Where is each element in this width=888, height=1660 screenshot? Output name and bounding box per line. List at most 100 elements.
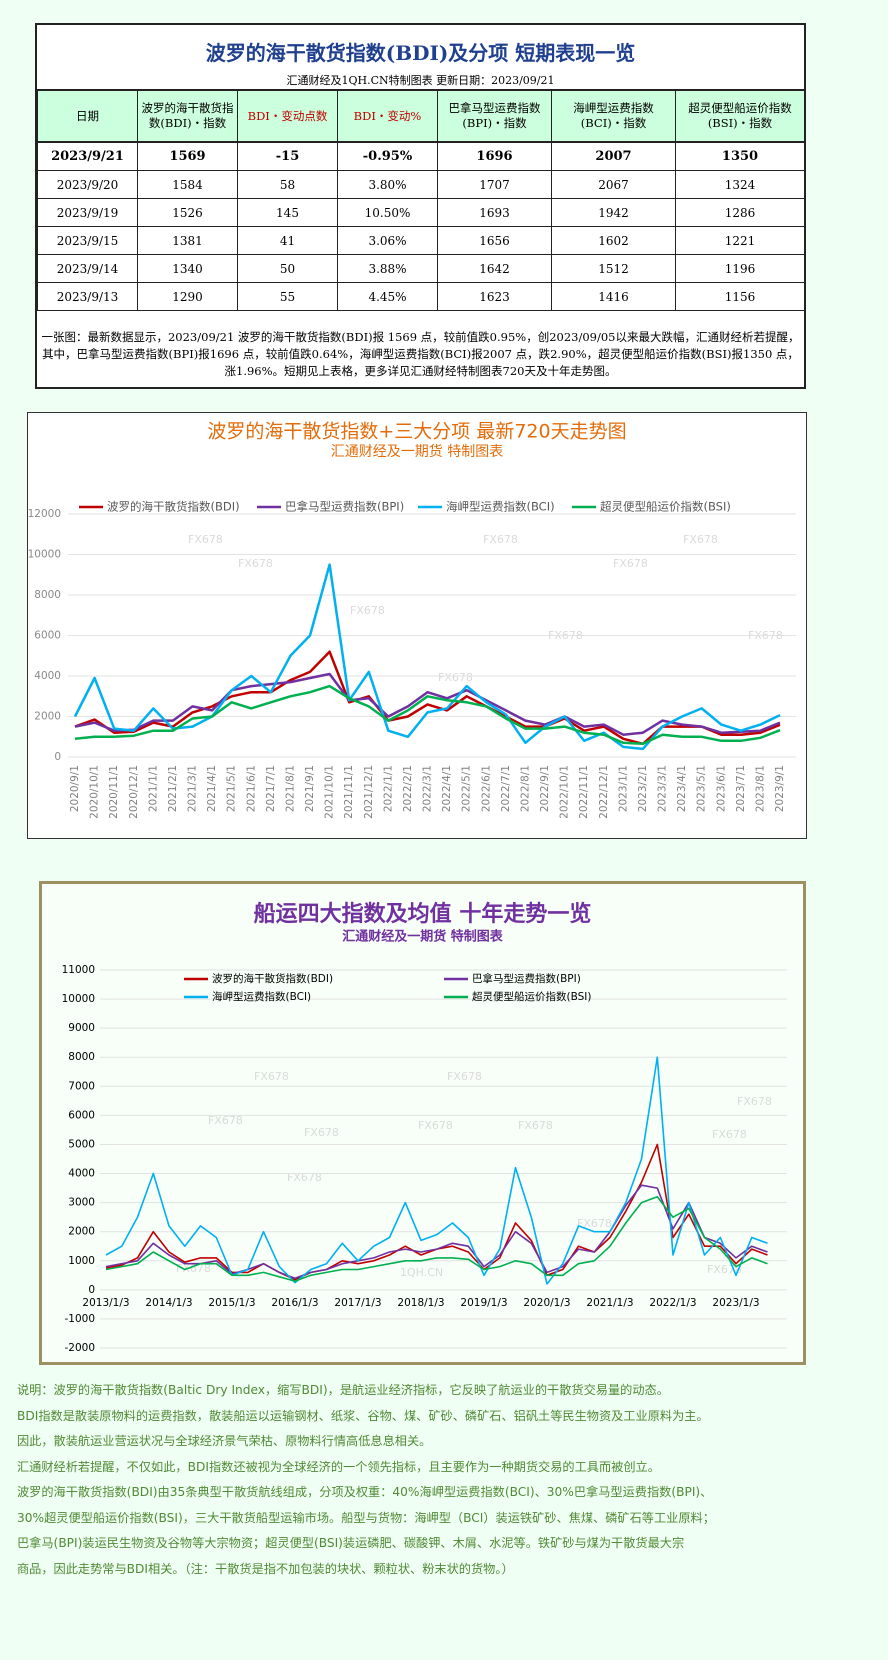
column-header: 波罗的海干散货指数(BDI)・指数: [137, 90, 238, 143]
x-tick-label: 2022/4/1: [441, 765, 453, 812]
y-tick-label: 4000: [34, 670, 61, 682]
series-line: [105, 1056, 768, 1285]
watermark: FX678: [238, 557, 273, 570]
table-row: 2023/9/20 1584 58 3.80% 1707 2067 1324: [37, 170, 805, 199]
x-tick-label: 2021/7/1: [265, 765, 277, 812]
x-tick-label: 2022/12/1: [598, 765, 610, 819]
y-tick-label: 3000: [68, 1197, 95, 1209]
table-cell: 4.45%: [337, 282, 438, 311]
table-cell: 2023/9/14: [37, 254, 138, 283]
x-tick-label: 2022/6/1: [480, 765, 492, 812]
y-tick-label: 5000: [68, 1138, 95, 1150]
table-subtitle: 汇通财经及1QH.CN特制图表 更新日期：2023/09/21: [286, 74, 555, 87]
x-tick-label: 2020/12/1: [128, 765, 140, 819]
x-tick-label: 2018/1/3: [397, 1297, 444, 1309]
table-cell: 3.80%: [337, 170, 438, 199]
table-cell: 58: [237, 170, 338, 199]
x-tick-label: 2017/1/3: [334, 1297, 381, 1309]
x-tick-label: 2020/1/3: [523, 1297, 570, 1309]
table-cell: 55: [237, 282, 338, 311]
x-tick-label: 2015/1/3: [208, 1297, 255, 1309]
footer-line: BDI指数是散装原物料的运费指数，散装船运以运输钢材、纸浆、谷物、煤、矿砂、磷矿…: [17, 1408, 709, 1423]
y-tick-label: 6000: [34, 630, 61, 642]
table-cell: 1569: [137, 141, 238, 171]
table-cell: 3.06%: [337, 226, 438, 255]
legend-label: 波罗的海干散货指数(BDI): [212, 972, 333, 985]
watermark: FX678: [518, 1119, 553, 1132]
table-body: 2023/9/21 1569 -15 -0.95% 1696 2007 1350 2023/9…: [37, 141, 805, 311]
chart-subtitle: 汇通财经及一期货 特制图表: [342, 929, 504, 945]
x-tick-label: 2021/11/1: [343, 765, 355, 819]
x-tick-label: 2021/8/1: [284, 765, 296, 812]
table-cell: 1416: [551, 282, 676, 311]
y-tick-label: 8000: [68, 1051, 95, 1063]
table-cell: 1512: [551, 254, 676, 283]
x-tick-label: 2022/1/1: [382, 765, 394, 812]
x-tick-label: 2021/4/1: [206, 765, 218, 812]
table-row: 2023/9/13 1290 55 4.45% 1623 1416 1156: [37, 282, 805, 311]
table-cell: 50: [237, 254, 338, 283]
x-tick-label: 2019/1/3: [460, 1297, 507, 1309]
table-cell: 2023/9/21: [37, 141, 138, 171]
table-cell: 41: [237, 226, 338, 255]
x-tick-label: 2022/1/3: [649, 1297, 696, 1309]
x-tick-label: 2023/2/1: [637, 765, 649, 812]
table-cell: 1942: [551, 198, 676, 227]
watermark: FX678: [577, 1217, 612, 1230]
legend-label: 波罗的海干散货指数(BDI): [107, 500, 240, 514]
x-tick-label: 2022/11/1: [578, 765, 590, 819]
column-header: 海岬型运费指数(BCI)・指数: [551, 90, 676, 143]
table-cell: 1221: [675, 226, 805, 255]
table-cell: 1196: [675, 254, 805, 283]
table-cell: 1324: [675, 170, 805, 199]
table-cell: 3.88%: [337, 254, 438, 283]
watermark: FX678: [176, 1262, 211, 1275]
table-cell: 2023/9/19: [37, 198, 138, 227]
watermark: FX678: [418, 1119, 453, 1132]
y-tick-label: 4000: [68, 1168, 95, 1180]
column-header: BDI・变动%: [337, 90, 438, 143]
table-cell: 1156: [675, 282, 805, 311]
series-line: [73, 563, 781, 751]
chart-title: 波罗的海干散货指数+三大分项 最新720天走势图: [207, 421, 626, 443]
x-tick-label: 2023/1/3: [712, 1297, 759, 1309]
y-tick-label: -2000: [64, 1342, 95, 1354]
x-tick-label: 2023/5/1: [696, 765, 708, 812]
footer-line: 商品，因此走势常与BDI相关。（注：干散货是指不加包装的块状、颗粒状、粉末状的货…: [17, 1561, 514, 1576]
y-tick-label: 9000: [68, 1022, 95, 1034]
x-tick-label: 2021/5/1: [226, 765, 238, 812]
y-tick-label: 10000: [62, 993, 95, 1005]
y-tick-label: 10000: [28, 549, 61, 561]
legend-label: 海岬型运费指数(BCI): [446, 500, 555, 514]
x-tick-label: 2023/3/1: [657, 765, 669, 812]
watermark: FX678: [208, 1114, 243, 1127]
y-tick-label: 0: [88, 1284, 95, 1296]
watermark: FX678: [254, 1070, 289, 1083]
watermark: FX678: [350, 604, 385, 617]
chart-subtitle: 汇通财经及一期货 特制图表: [331, 443, 503, 460]
series-line: [74, 684, 781, 746]
x-tick-label: 2022/8/1: [519, 765, 531, 812]
y-tick-label: 11000: [62, 964, 95, 976]
table-cell: 2023/9/20: [37, 170, 138, 199]
column-header: 巴拿马型运费指数(BPI)・指数: [437, 90, 552, 143]
table-header: 波罗的海干散货指数(BDI)及分项 短期表现一览 汇通财经及1QH.CN特制图表…: [37, 25, 804, 90]
x-tick-label: 2021/3/1: [187, 765, 199, 812]
watermark: FX678: [483, 533, 518, 546]
y-tick-label: -1000: [64, 1313, 95, 1325]
x-tick-label: 2020/11/1: [108, 765, 120, 819]
x-tick-label: 2023/1/1: [617, 765, 629, 812]
watermark: FX678: [737, 1095, 772, 1108]
legend-label: 超灵便型船运价指数(BSI): [472, 990, 591, 1003]
x-tick-label: 2022/10/1: [559, 765, 571, 819]
y-tick-label: 2000: [34, 711, 61, 723]
x-tick-label: 2021/12/1: [363, 765, 375, 819]
x-tick-label: 2023/6/1: [715, 765, 727, 812]
summary-table-box: 波罗的海干散货指数(BDI)及分项 短期表现一览 汇通财经及1QH.CN特制图表…: [35, 23, 806, 389]
table-cell: 1707: [437, 170, 552, 199]
table-cell: 1656: [437, 226, 552, 255]
x-tick-label: 2021/1/1: [147, 765, 159, 812]
table-cell: 2007: [551, 141, 676, 171]
y-tick-label: 7000: [68, 1080, 95, 1092]
x-tick-label: 2021/6/1: [245, 765, 257, 812]
